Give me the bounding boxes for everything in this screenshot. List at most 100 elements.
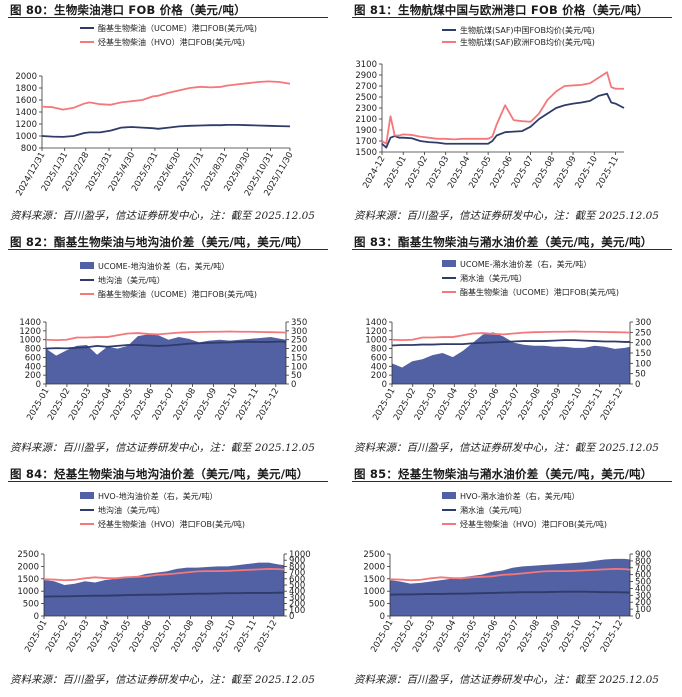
series-line-1 xyxy=(45,340,287,350)
y-tick-label: 1000 xyxy=(363,587,385,597)
chart-figure-81: 生物航煤(SAF)中国FOB均价(美元/吨) 生物航煤(SAF)欧洲FOB均价(美… xyxy=(355,25,625,190)
y-tick-label: 2500 xyxy=(17,550,39,560)
title-rule xyxy=(8,481,328,482)
y2-tick-label: 900 xyxy=(289,556,305,566)
y-tick-label: 2100 xyxy=(355,115,377,125)
y-tick-label: 0 xyxy=(34,612,39,622)
source-note: 资料来源：百川盈孚，信达证券研发中心，注：截至 2025.12.05 xyxy=(10,210,315,222)
series-line-2 xyxy=(381,71,624,145)
series-line-1 xyxy=(391,339,630,347)
legend-label: 生物航煤(SAF)欧洲FOB均价(美元/吨) xyxy=(460,37,595,47)
y-tick-label: 1400 xyxy=(19,318,41,328)
legend-label: 生物航煤(SAF)中国FOB均价(美元/吨) xyxy=(460,25,595,35)
legend-label: 烃基生物柴油（HVO）港口FOB(美元/吨) xyxy=(98,519,245,529)
series-line-2 xyxy=(391,330,631,342)
y2-tick-label: 400 xyxy=(289,587,305,597)
legend-label: UCOME-潲水油价差（右，美元/吨） xyxy=(460,259,591,269)
spread-area xyxy=(44,562,284,616)
y2-tick-label: 100 xyxy=(289,606,305,616)
y2-tick-label: 0 xyxy=(635,612,640,622)
y-tick-label: 1400 xyxy=(15,108,37,118)
y2-tick-label: 900 xyxy=(635,550,651,560)
y2-tick-label: 50 xyxy=(635,370,646,380)
legend-label: 酯基生物柴油（UCOME）港口FOB(美元/吨) xyxy=(98,23,257,33)
y-tick-label: 0 xyxy=(36,380,41,390)
chart-figure-80: 酯基生物柴油（UCOME）港口FOB(美元/吨) 烃基生物柴油（HVO）港口FOB… xyxy=(14,23,295,198)
title-rule xyxy=(8,17,328,18)
y-tick-label: 400 xyxy=(371,362,387,372)
y-tick-label: 600 xyxy=(371,353,387,363)
legend-label: HVO-潲水油价差（右，美元/吨） xyxy=(460,491,579,501)
y-tick-label: 2300 xyxy=(355,104,377,114)
legend-label: UCOME-地沟油价差（右，美元/吨） xyxy=(98,261,229,271)
y-tick-label: 1000 xyxy=(15,132,37,142)
chart-panel-85: 图 85：烃基生物柴油与潲水油价差（美元/吨，美元/吨） HVO-潲水油价差（右… xyxy=(346,464,678,696)
y-tick-label: 3100 xyxy=(355,60,377,70)
y-tick-label: 2500 xyxy=(363,550,385,560)
series-line-1 xyxy=(43,591,284,598)
y2-tick-label: 300 xyxy=(289,593,305,603)
y2-tick-label: 800 xyxy=(635,557,651,567)
spread-area xyxy=(392,332,630,384)
source-note: 资料来源：百川盈孚，信达证券研发中心，注：截至 2025.12.05 xyxy=(354,210,659,222)
y2-tick-label: 200 xyxy=(635,598,651,608)
legend-swatch xyxy=(442,492,456,499)
source-note: 资料来源：百川盈孚，信达证券研发中心，注：截至 2025.12.05 xyxy=(354,674,659,686)
y-tick-label: 1700 xyxy=(355,137,377,147)
y-tick-label: 2000 xyxy=(17,562,39,572)
legend-label: 地沟油（美元/吨） xyxy=(98,275,165,285)
y2-tick-label: 500 xyxy=(635,578,651,588)
y2-tick-label: 50 xyxy=(291,371,302,381)
source-note: 资料来源：百川盈孚，信达证券研发中心，注：截至 2025.12.05 xyxy=(354,442,659,454)
y2-tick-label: 500 xyxy=(289,581,305,591)
y2-tick-label: 250 xyxy=(291,336,307,346)
y-tick-label: 800 xyxy=(371,345,387,355)
y-tick-label: 1500 xyxy=(17,575,39,585)
series-line-1 xyxy=(389,590,630,596)
y-tick-label: 500 xyxy=(23,600,39,610)
y-tick-label: 1600 xyxy=(15,96,37,106)
title-rule xyxy=(352,17,672,18)
y2-tick-label: 300 xyxy=(635,318,651,328)
chart-panel-81: 图 81：生物航煤中国与欧洲港口 FOB 价格（美元/吨） 生物航煤(SAF)中… xyxy=(346,0,678,232)
series-line-2 xyxy=(43,567,285,582)
y2-tick-label: 150 xyxy=(635,349,651,359)
y2-tick-label: 200 xyxy=(635,339,651,349)
y2-tick-label: 250 xyxy=(635,328,651,338)
y2-tick-label: 200 xyxy=(289,600,305,610)
y2-tick-label: 100 xyxy=(635,605,651,615)
y-tick-label: 1200 xyxy=(19,327,41,337)
y2-tick-label: 0 xyxy=(635,380,640,390)
y2-tick-label: 100 xyxy=(291,362,307,372)
chart-panel-82: 图 82：酯基生物柴油与地沟油价差（美元/吨，美元/吨） UCOME-地沟油价差… xyxy=(2,232,334,464)
legend-swatch xyxy=(80,262,94,269)
y-tick-label: 1000 xyxy=(19,336,41,346)
chart-panel-84: 图 84：烃基生物柴油与地沟油价差（美元/吨，美元/吨） HVO-地沟油价差（右… xyxy=(2,464,334,696)
chart-title: 图 82：酯基生物柴油与地沟油价差（美元/吨，美元/吨） xyxy=(10,235,309,249)
y-tick-label: 400 xyxy=(25,362,41,372)
y2-tick-label: 600 xyxy=(635,571,651,581)
y2-tick-label: 300 xyxy=(635,591,651,601)
y2-tick-label: 400 xyxy=(635,584,651,594)
y-tick-label: 1200 xyxy=(15,120,37,130)
y2-tick-label: 200 xyxy=(291,345,307,355)
y2-tick-label: 700 xyxy=(289,569,305,579)
y-tick-label: 800 xyxy=(21,144,37,154)
series-line-2 xyxy=(45,330,287,342)
title-rule xyxy=(8,249,328,250)
legend-swatch xyxy=(80,492,94,499)
source-note: 资料来源：百川盈孚，信达证券研发中心，注：截至 2025.12.05 xyxy=(10,442,315,454)
y2-tick-label: 0 xyxy=(291,380,296,390)
y-tick-label: 800 xyxy=(25,345,41,355)
legend-label: 酯基生物柴油（UCOME）港口FOB(美元/吨) xyxy=(98,289,257,299)
y-tick-label: 0 xyxy=(382,380,387,390)
legend-label: 酯基生物柴油（UCOME）港口FOB(美元/吨) xyxy=(460,287,619,297)
chart-title: 图 80：生物柴油港口 FOB 价格（美元/吨） xyxy=(10,3,246,17)
y2-tick-label: 300 xyxy=(291,327,307,337)
chart-title: 图 85：烃基生物柴油与潲水油价差（美元/吨，美元/吨） xyxy=(354,467,653,481)
chart-figure-83: UCOME-潲水油价差（右，美元/吨） 潲水油（美元/吨） 酯基生物柴油（UCOME… xyxy=(365,259,651,422)
y2-tick-label: 800 xyxy=(289,562,305,572)
chart-panel-83: 图 83：酯基生物柴油与潲水油价差（美元/吨，美元/吨） UCOME-潲水油价差… xyxy=(346,232,678,464)
chart-figure-85: HVO-潲水油价差（右，美元/吨） 潲水油（美元/吨） 烃基生物柴油（HVO）港口F… xyxy=(363,491,651,654)
y-tick-label: 2000 xyxy=(15,72,37,82)
